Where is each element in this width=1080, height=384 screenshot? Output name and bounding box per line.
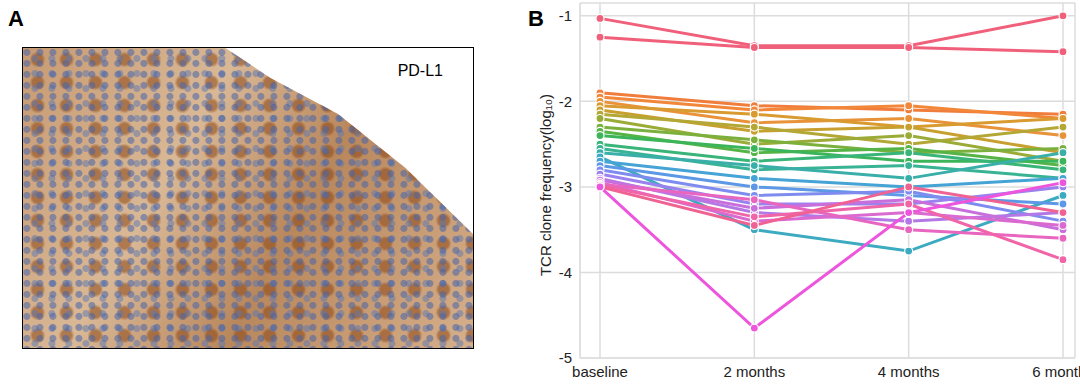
svg-text:4 months: 4 months <box>878 363 940 380</box>
svg-text:baseline: baseline <box>572 363 628 380</box>
html-text:TCR clone frequency(log₁₀): TCR clone frequency(log₁₀) <box>536 93 554 277</box>
html-text:A: A <box>8 6 24 31</box>
svg-text:6 months: 6 months <box>1032 363 1072 380</box>
svg-text:-1: -1 <box>559 7 572 24</box>
svg-text:-5: -5 <box>559 349 572 366</box>
svg-text:2 months: 2 months <box>723 363 785 380</box>
html-text:B: B <box>528 6 544 31</box>
svg-text:-3: -3 <box>559 178 572 195</box>
html-text:PD-L1: PD-L1 <box>397 62 443 79</box>
svg-text:-2: -2 <box>559 93 572 110</box>
svg-text:-4: -4 <box>559 264 572 281</box>
